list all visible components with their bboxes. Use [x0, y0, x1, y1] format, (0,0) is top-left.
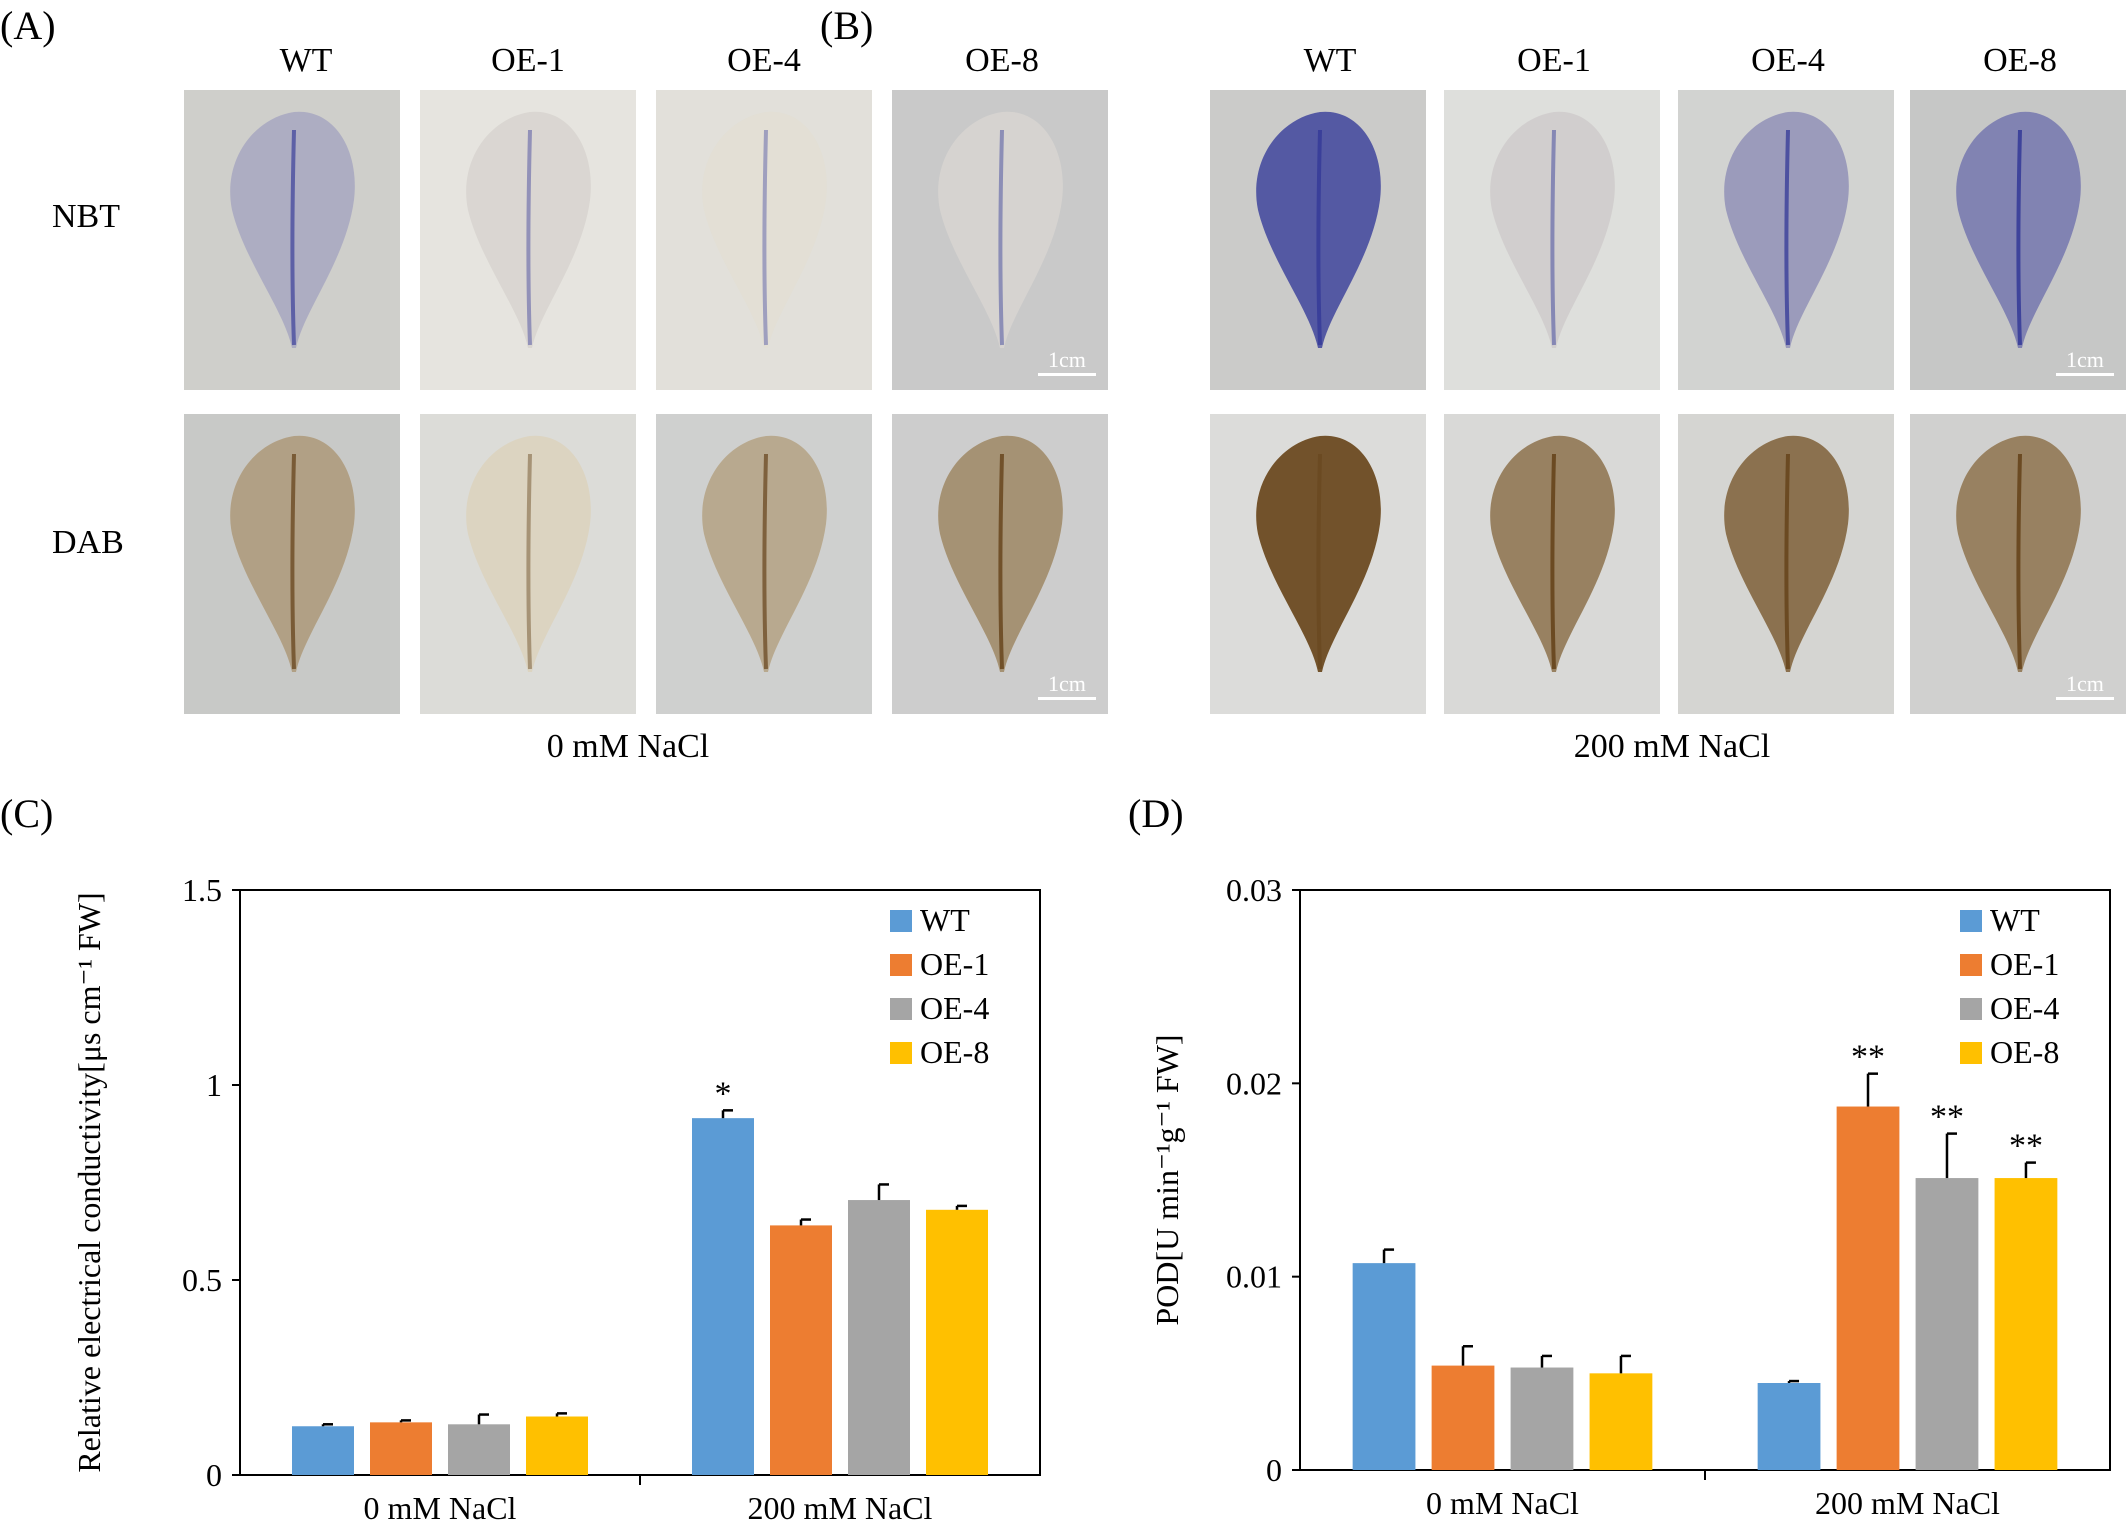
x-tick-label: 200 mM NaCl [748, 1490, 933, 1526]
leaf-shape [466, 111, 591, 348]
scale-bar: 1cm [1038, 671, 1096, 700]
leaf-shape [466, 435, 591, 672]
row-header-nbt: NBT [52, 198, 120, 235]
panel-label-a: (A) [0, 3, 56, 48]
bar-wt-0 [292, 1426, 354, 1475]
significance-mark: ** [2009, 1128, 2043, 1165]
leaf-shape [702, 111, 827, 348]
chart-d: 0 0.01 0.02 0.03 POD[U min⁻¹g⁻¹ FW] 0 mM NaCl… [1150, 860, 2128, 1536]
legend-swatch-wt [890, 910, 912, 932]
bar-oe-8-1 [926, 1209, 988, 1475]
legend-label-wt: WT [920, 902, 970, 938]
bar-oe-4-0 [1510, 1367, 1574, 1470]
legend-label-oe-4: OE-4 [1990, 990, 2059, 1026]
bar-oe-4-1 [848, 1200, 910, 1475]
significance-mark: ** [1851, 1039, 1885, 1076]
legend-label-oe-1: OE-1 [920, 946, 989, 982]
col-header-b-wt: WT [1303, 42, 1357, 79]
panel-label-c: (C) [0, 791, 54, 836]
legend-label-oe-8: OE-8 [1990, 1034, 2059, 1070]
bar-oe-8-0 [1589, 1373, 1653, 1470]
condition-label-b: 200 mM NaCl [1573, 728, 1771, 765]
col-header-b-oe8: OE-8 [1983, 42, 2057, 79]
photo-a-dab-oe-4 [656, 414, 872, 714]
photo-b-nbt-oe-1 [1444, 90, 1660, 390]
panel-label-b: (B) [820, 3, 874, 48]
row-header-dab: DAB [52, 524, 124, 561]
significance-mark: * [715, 1075, 732, 1112]
leaf-shape [938, 111, 1063, 348]
photo-a-nbt-oe-4 [656, 90, 872, 390]
scale-bar-label: 1cm [1048, 671, 1086, 696]
significance-mark: ** [1930, 1099, 1964, 1136]
photo-b-dab-oe-1 [1444, 414, 1660, 714]
photo-a-dab-oe-1 [420, 414, 636, 714]
legend-swatch-oe-8 [1960, 1042, 1982, 1064]
photo-b-nbt-wt [1210, 90, 1426, 390]
col-header-b-oe4: OE-4 [1751, 42, 1825, 79]
legend-label-oe-8: OE-8 [920, 1034, 989, 1070]
y-tick-label: 1 [206, 1067, 222, 1103]
bar-wt-1 [1757, 1383, 1821, 1470]
col-header-a-wt: WT [279, 42, 333, 79]
col-header-a-oe8: OE-8 [965, 42, 1039, 79]
y-axis-label: POD[U min⁻¹g⁻¹ FW] [1150, 1034, 1185, 1325]
bar-oe-1-1 [1836, 1106, 1900, 1470]
y-tick-label: 0 [1266, 1452, 1282, 1488]
condition-label-a: 0 mM NaCl [546, 728, 710, 765]
scale-bar-label: 1cm [2066, 671, 2104, 696]
photo-b-nbt-oe-8: 1cm [1910, 90, 2126, 390]
legend-swatch-oe-1 [890, 954, 912, 976]
bar-oe-1-1 [770, 1225, 832, 1475]
scale-bar: 1cm [2056, 347, 2114, 376]
photo-a-nbt-wt [184, 90, 400, 390]
bar-wt-1 [692, 1118, 754, 1475]
legend-swatch-oe-4 [1960, 998, 1982, 1020]
chart-c: 0 0.5 1 1.5 Relative electrical conductivity… [70, 860, 1070, 1536]
scale-bar-label: 1cm [1048, 347, 1086, 372]
x-tick-label: 0 mM NaCl [364, 1490, 517, 1526]
bar-wt-0 [1352, 1263, 1416, 1470]
bar-oe-4-1 [1915, 1178, 1979, 1470]
col-header-b-oe1: OE-1 [1517, 42, 1591, 79]
legend-swatch-oe-4 [890, 998, 912, 1020]
bar-oe-1-0 [1431, 1365, 1495, 1470]
legend-swatch-wt [1960, 910, 1982, 932]
y-tick-label: 1.5 [182, 872, 222, 908]
y-tick-label: 0.01 [1226, 1259, 1282, 1295]
photo-a-dab-wt [184, 414, 400, 714]
scale-bar: 1cm [2056, 671, 2114, 700]
y-tick-label: 0.5 [182, 1262, 222, 1298]
bar-oe-8-0 [526, 1416, 588, 1475]
photo-b-dab-oe-4 [1678, 414, 1894, 714]
scale-bar-label: 1cm [2066, 347, 2104, 372]
photo-a-dab-oe-8: 1cm [892, 414, 1108, 714]
col-header-a-oe1: OE-1 [491, 42, 565, 79]
bar-oe-8-1 [1994, 1178, 2058, 1470]
panel-label-d: (D) [1128, 791, 1184, 836]
legend-swatch-oe-8 [890, 1042, 912, 1064]
bar-oe-1-0 [370, 1422, 432, 1475]
photo-b-dab-oe-8: 1cm [1910, 414, 2126, 714]
col-header-a-oe4: OE-4 [727, 42, 801, 79]
photo-a-nbt-oe-1 [420, 90, 636, 390]
photo-a-nbt-oe-8: 1cm [892, 90, 1108, 390]
scale-bar: 1cm [1038, 347, 1096, 376]
y-axis-label: Relative electrical conductivity[μs cm⁻¹… [71, 892, 107, 1472]
plot-frame [1299, 889, 2111, 1471]
legend-label-wt: WT [1990, 902, 2040, 938]
photo-b-nbt-oe-4 [1678, 90, 1894, 390]
y-tick-label: 0.02 [1226, 1065, 1282, 1101]
legend-label-oe-4: OE-4 [920, 990, 989, 1026]
photo-b-dab-wt [1210, 414, 1426, 714]
y-tick-label: 0 [206, 1457, 222, 1493]
x-tick-label: 0 mM NaCl [1426, 1485, 1579, 1521]
bar-oe-4-0 [448, 1424, 510, 1475]
legend-label-oe-1: OE-1 [1990, 946, 2059, 982]
legend-swatch-oe-1 [1960, 954, 1982, 976]
x-tick-label: 200 mM NaCl [1815, 1485, 2000, 1521]
y-tick-label: 0.03 [1226, 872, 1282, 908]
